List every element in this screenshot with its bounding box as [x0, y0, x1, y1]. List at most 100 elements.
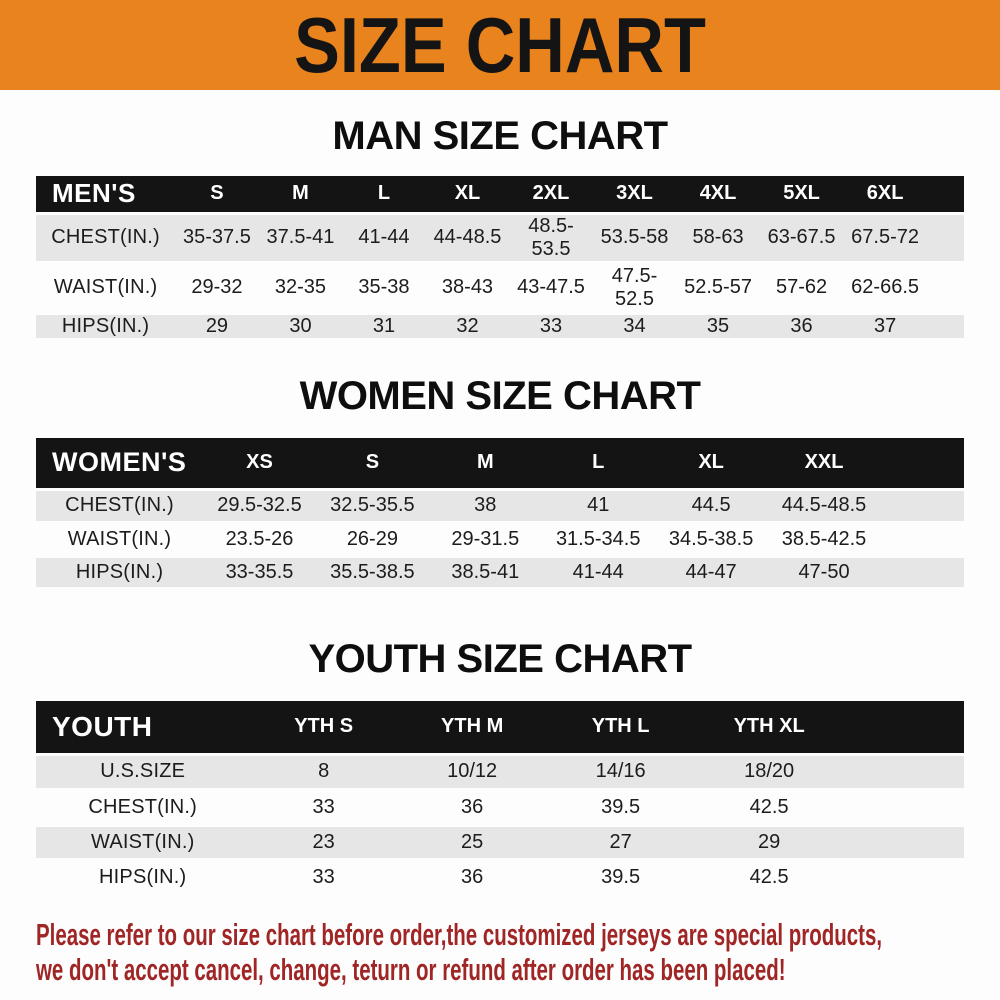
table-header-row: WOMEN'S XS S M L XL XXL [36, 437, 964, 490]
size-cell: 29 [175, 312, 259, 342]
size-cell: 29-32 [175, 262, 259, 315]
size-cell: 44-47 [654, 555, 768, 591]
size-cell: 43-47.5 [509, 262, 593, 315]
size-cell: 23.5-26 [203, 522, 316, 558]
size-cell: 39.5 [546, 859, 695, 897]
row-label: CHEST(IN.) [36, 488, 204, 525]
size-cell: 29.5-32.5 [203, 488, 316, 525]
size-cell: 41-44 [541, 555, 655, 591]
table-header-row: YOUTH YTH S YTH M YTH L YTH XL [36, 700, 964, 755]
size-cell: 8 [249, 753, 398, 792]
table-row: WAIST(IN.) 29-32 32-35 35-38 38-43 43-47.5 47.… [36, 262, 964, 315]
column-header: YTH XL [694, 700, 844, 755]
table-row: HIPS(IN.) 33-35.5 35.5-38.5 38.5-41 41-44 44-… [36, 555, 964, 591]
size-cell: 30 [258, 312, 343, 342]
size-cell: 44-48.5 [425, 211, 510, 265]
filler-cell [926, 176, 964, 213]
column-header: L [541, 437, 655, 490]
size-cell: 34 [592, 312, 677, 342]
filler-cell [843, 789, 964, 827]
size-cell: 62-66.5 [843, 262, 927, 315]
row-label: WAIST(IN.) [36, 522, 204, 558]
size-cell: 36 [759, 312, 844, 342]
table-row: U.S.SIZE 8 10/12 14/16 18/20 [36, 753, 964, 792]
order-disclaimer: Please refer to our size chart before or… [0, 917, 1000, 988]
column-header: M [428, 437, 542, 490]
size-cell: 35.5-38.5 [315, 555, 429, 591]
size-cell: 52.5-57 [676, 262, 760, 315]
row-label: HIPS(IN.) [36, 555, 204, 591]
size-cell: 25 [397, 824, 547, 862]
size-cell: 34.5-38.5 [654, 522, 768, 558]
column-header: XXL [767, 437, 881, 490]
size-cell: 38.5-41 [428, 555, 542, 591]
column-header: YTH S [249, 700, 398, 755]
column-header: M [258, 176, 343, 213]
table-row: WAIST(IN.) 23.5-26 26-29 29-31.5 31.5-34.5 34… [36, 522, 964, 558]
size-cell: 42.5 [694, 859, 844, 897]
men-size-table: MEN'S S M L XL 2XL 3XL 4XL 5XL 6XL CHEST(IN.) 35-37… [36, 176, 964, 342]
size-cell: 14/16 [546, 753, 695, 792]
section-men: MAN SIZE CHART MEN'S S M L XL 2XL 3XL 4XL 5XL 6XL… [0, 112, 1000, 342]
size-cell: 38-43 [425, 262, 510, 315]
table-title: WOMEN'S [36, 437, 204, 490]
size-cell: 26-29 [315, 522, 429, 558]
size-cell: 36 [397, 789, 547, 827]
women-size-table: WOMEN'S XS S M L XL XXL CHEST(IN.) 29.5-32.5 32.5… [36, 437, 964, 591]
filler-cell [843, 824, 964, 862]
size-cell: 29-31.5 [428, 522, 542, 558]
disclaimer-line-2: we don't accept cancel, change, teturn o… [36, 951, 786, 987]
size-cell: 42.5 [694, 789, 844, 827]
column-header: L [342, 176, 426, 213]
size-cell: 32-35 [258, 262, 343, 315]
filler-cell [926, 211, 964, 265]
filler-cell [843, 753, 964, 792]
disclaimer-line-1: Please refer to our size chart before or… [36, 916, 883, 952]
table-row: HIPS(IN.) 29 30 31 32 33 34 35 36 37 [36, 312, 964, 342]
row-label: HIPS(IN.) [36, 312, 176, 342]
filler-cell [880, 488, 964, 525]
size-cell: 35-37.5 [175, 211, 259, 265]
filler-cell [880, 555, 964, 591]
size-cell: 35 [676, 312, 760, 342]
row-label: CHEST(IN.) [36, 789, 250, 827]
size-cell: 38.5-42.5 [767, 522, 881, 558]
size-cell: 27 [546, 824, 695, 862]
size-cell: 33 [249, 859, 398, 897]
column-header: XS [203, 437, 316, 490]
column-header: 4XL [676, 176, 760, 213]
row-label: U.S.SIZE [36, 753, 250, 792]
size-cell: 37.5-41 [258, 211, 343, 265]
youth-size-table: YOUTH YTH S YTH M YTH L YTH XL U.S.SIZE 8 10/12… [36, 700, 964, 897]
filler-cell [926, 312, 964, 342]
page-title: SIZE CHART [294, 1, 706, 89]
table-row: HIPS(IN.) 33 36 39.5 42.5 [36, 859, 964, 897]
size-cell: 18/20 [694, 753, 844, 792]
size-cell: 36 [397, 859, 547, 897]
size-cell: 23 [249, 824, 398, 862]
column-header: YTH M [397, 700, 547, 755]
table-row: CHEST(IN.) 29.5-32.5 32.5-35.5 38 41 44.5 44.5… [36, 488, 964, 525]
row-label: WAIST(IN.) [36, 262, 176, 315]
size-cell: 31 [342, 312, 426, 342]
size-cell: 29 [694, 824, 844, 862]
size-cell: 53.5-58 [592, 211, 677, 265]
size-cell: 31.5-34.5 [541, 522, 655, 558]
row-label: CHEST(IN.) [36, 211, 176, 265]
filler-cell [843, 859, 964, 897]
size-cell: 58-63 [676, 211, 760, 265]
filler-cell [926, 262, 964, 315]
size-cell: 38 [428, 488, 542, 525]
size-cell: 44.5-48.5 [767, 488, 881, 525]
size-cell: 37 [843, 312, 927, 342]
size-cell: 33 [249, 789, 398, 827]
size-cell: 32 [425, 312, 510, 342]
filler-cell [880, 522, 964, 558]
women-section-heading: WOMEN SIZE CHART [299, 373, 701, 418]
youth-section-heading: YOUTH SIZE CHART [308, 636, 692, 681]
size-cell: 63-67.5 [759, 211, 844, 265]
men-section-heading: MAN SIZE CHART [332, 114, 668, 158]
column-header: S [315, 437, 429, 490]
column-header: YTH L [546, 700, 695, 755]
